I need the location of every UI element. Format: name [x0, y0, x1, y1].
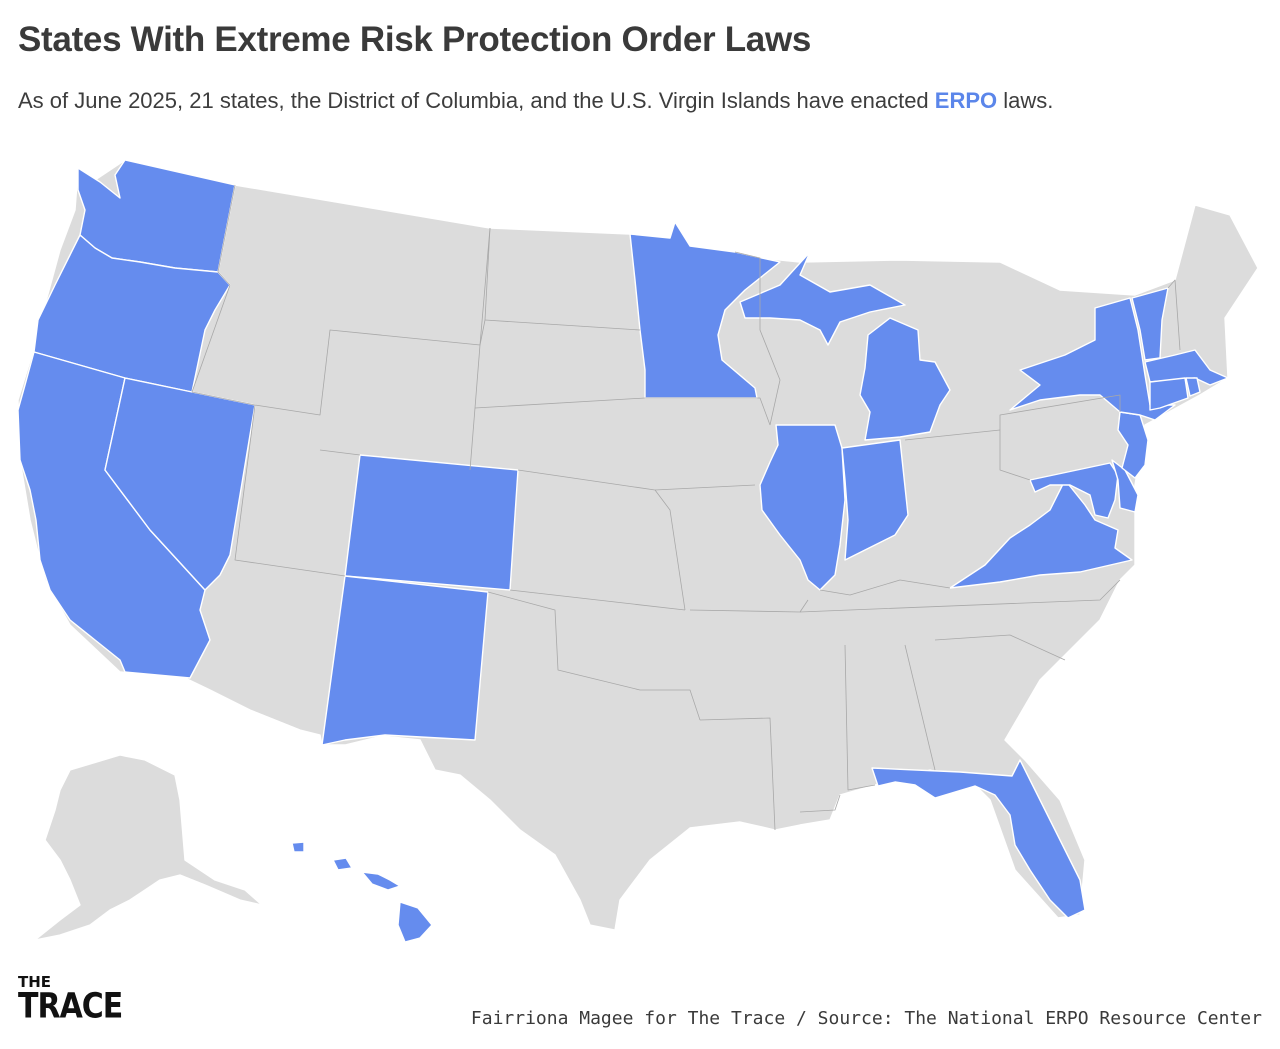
us-map: [17, 159, 1259, 943]
state-new-mexico: [321, 575, 489, 746]
state-florida: [871, 759, 1086, 919]
state-hawaii-maui: [361, 871, 401, 891]
alaska: [34, 754, 263, 941]
state-colorado: [344, 454, 519, 591]
erpo-highlight: ERPO: [934, 88, 998, 113]
logo-the: THE: [18, 973, 52, 991]
subtitle-tail: laws.: [997, 88, 1054, 113]
state-new-york: [1009, 297, 1176, 421]
chart-subtitle: As of June 2025, 21 states, the District…: [18, 88, 1053, 114]
state-new-jersey: [1117, 411, 1149, 479]
logo-trace: TRACE: [18, 986, 123, 1027]
source-credit: Fairriona Magee for The Trace / Source: …: [470, 1008, 1262, 1029]
state-connecticut: [1149, 377, 1189, 411]
state-hawaii-big-island: [397, 901, 433, 943]
state-michigan-lower: [859, 317, 951, 441]
state-rhode-island: [1185, 377, 1201, 397]
state-minnesota: [629, 221, 781, 399]
subtitle-text: As of June 2025, 21 states, the District…: [18, 88, 935, 113]
the-trace-logo: THE TRACE: [18, 973, 123, 1024]
state-hawaii-oahu: [332, 857, 353, 871]
state-hawaii-kauai: [291, 841, 305, 853]
state-oregon: [33, 234, 231, 393]
chart-title: States With Extreme Risk Protection Orde…: [18, 20, 812, 59]
state-michigan-upper: [739, 251, 906, 346]
state-indiana: [841, 439, 909, 561]
state-borders: [191, 184, 1181, 831]
state-virginia: [949, 479, 1133, 589]
